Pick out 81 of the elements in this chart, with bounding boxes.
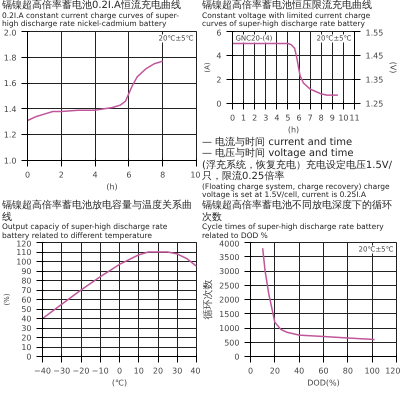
y-tick-label: 50 xyxy=(21,305,32,314)
y-tick-label: 80 xyxy=(21,276,32,286)
y2-axis-title: (V) xyxy=(388,61,398,74)
x-axis-title: (℃) xyxy=(112,378,128,388)
y2-tick-label: 1.35 xyxy=(366,75,384,84)
y-tick-label: 2 xyxy=(216,75,222,84)
x-tick-label: 10 xyxy=(190,170,201,180)
chart-title: 镉镍超高倍率蓄电池放电容量与温度关系曲线 xyxy=(2,200,193,223)
x-tick-label: 3 xyxy=(263,113,268,122)
x-tick-label: 10 xyxy=(134,366,144,376)
line-series xyxy=(28,60,164,122)
y-tick-label: 0 xyxy=(216,99,222,108)
y-tick-label: 2500 xyxy=(219,282,240,290)
x-axis-title: (h) xyxy=(106,182,118,192)
x-tick-label: 10 xyxy=(338,113,349,122)
x-tick-label: 0 xyxy=(116,366,122,376)
y-tick-label: 40 xyxy=(21,314,32,324)
x-tick-label: 8 xyxy=(318,113,324,122)
x-axis-title: DOD(%) xyxy=(307,378,340,388)
y-tick-label: 100 xyxy=(16,258,32,267)
x-tick-label: −10 xyxy=(92,366,109,376)
y-tick-label: 60 xyxy=(21,296,32,305)
x-tick-label: 7 xyxy=(308,113,313,122)
x-tick-label: 6 xyxy=(126,170,132,180)
y-tick-label: 30 xyxy=(21,324,32,334)
y2-tick-label: 1.25 xyxy=(366,99,384,108)
y-tick-label: 20 xyxy=(21,334,32,343)
x-tick-label: 9 xyxy=(330,113,335,122)
x-tick-label: −20 xyxy=(72,366,90,376)
y-tick-label: 120 xyxy=(16,240,32,249)
text: — 电流与时间 current and time xyxy=(202,136,352,148)
x-tick-label: 1 xyxy=(241,113,246,122)
text: (浮充系统，恢复充电）充电设定电压1.5V/只，限流0.25倍率 xyxy=(202,160,394,183)
y-tick-label: 1500 xyxy=(219,310,240,319)
y-tick-label: 1.0 xyxy=(4,156,17,166)
y-axis-title: 循环次数 xyxy=(203,280,214,320)
y-tick-label: 10 xyxy=(21,343,32,352)
x-tick-label: 5 xyxy=(285,113,291,122)
y-tick-label: 4000 xyxy=(219,240,240,249)
y-tick-label: 1.2 xyxy=(4,130,17,140)
y-tick-label: 110 xyxy=(16,248,32,258)
x-tick-label: 40 xyxy=(294,366,304,376)
y-tick-label: 500 xyxy=(224,338,240,348)
x-tick-label: 100 xyxy=(364,366,380,376)
x-tick-label: 40 xyxy=(190,366,201,376)
x-tick-label: 2 xyxy=(58,170,64,180)
y-tick-label: 1000 xyxy=(219,324,240,334)
x-tick-label: −40 xyxy=(34,366,51,376)
y-tick-label: 0 xyxy=(26,352,32,362)
y2-tick-label: 1.45 xyxy=(366,51,384,60)
line-series xyxy=(42,252,196,320)
y-tick-label: 2000 xyxy=(219,296,240,305)
x-tick-label: 30 xyxy=(172,366,182,376)
x-tick-label: 11 xyxy=(349,113,360,122)
y-tick-label: 1.8 xyxy=(4,53,17,62)
y-tick-label: 1.6 xyxy=(4,78,17,88)
x-tick-label: −30 xyxy=(53,366,70,376)
chart-title: 镉镍超高倍率蓄电池不同放电深度下的循环次数 xyxy=(202,200,393,223)
x-tick-label: 20 xyxy=(152,366,164,376)
y-tick-label: 2.0 xyxy=(4,28,17,38)
y2-tick-label: 1.55 xyxy=(366,28,384,38)
x-tick-label: 120 xyxy=(385,366,400,376)
x-tick-label: 6 xyxy=(296,113,302,122)
x-tick-label: 20 xyxy=(270,366,280,376)
x-tick-label: 0 xyxy=(248,366,254,376)
x-tick-label: 2 xyxy=(252,113,258,122)
x-tick-label: 60 xyxy=(318,366,329,376)
x-tick-label: 4 xyxy=(92,170,98,180)
x-axis-title: (h) xyxy=(288,125,300,134)
y-tick-label: 90 xyxy=(21,267,32,276)
x-tick-label: 4 xyxy=(274,113,280,122)
y-tick-label: 3000 xyxy=(219,267,240,276)
y-tick-label: 70 xyxy=(21,286,32,296)
text: — 电压与时间 voltage and time xyxy=(202,148,354,160)
y-tick-label: 4 xyxy=(216,51,222,60)
y-tick-label: 3500 xyxy=(219,253,240,262)
y-tick-label: 0 xyxy=(234,352,240,362)
x-tick-label: 80 xyxy=(342,366,353,376)
y-tick-label: 1.4 xyxy=(4,104,17,114)
x-tick-label: 8 xyxy=(160,170,166,180)
y-tick-label: 6 xyxy=(216,28,222,38)
